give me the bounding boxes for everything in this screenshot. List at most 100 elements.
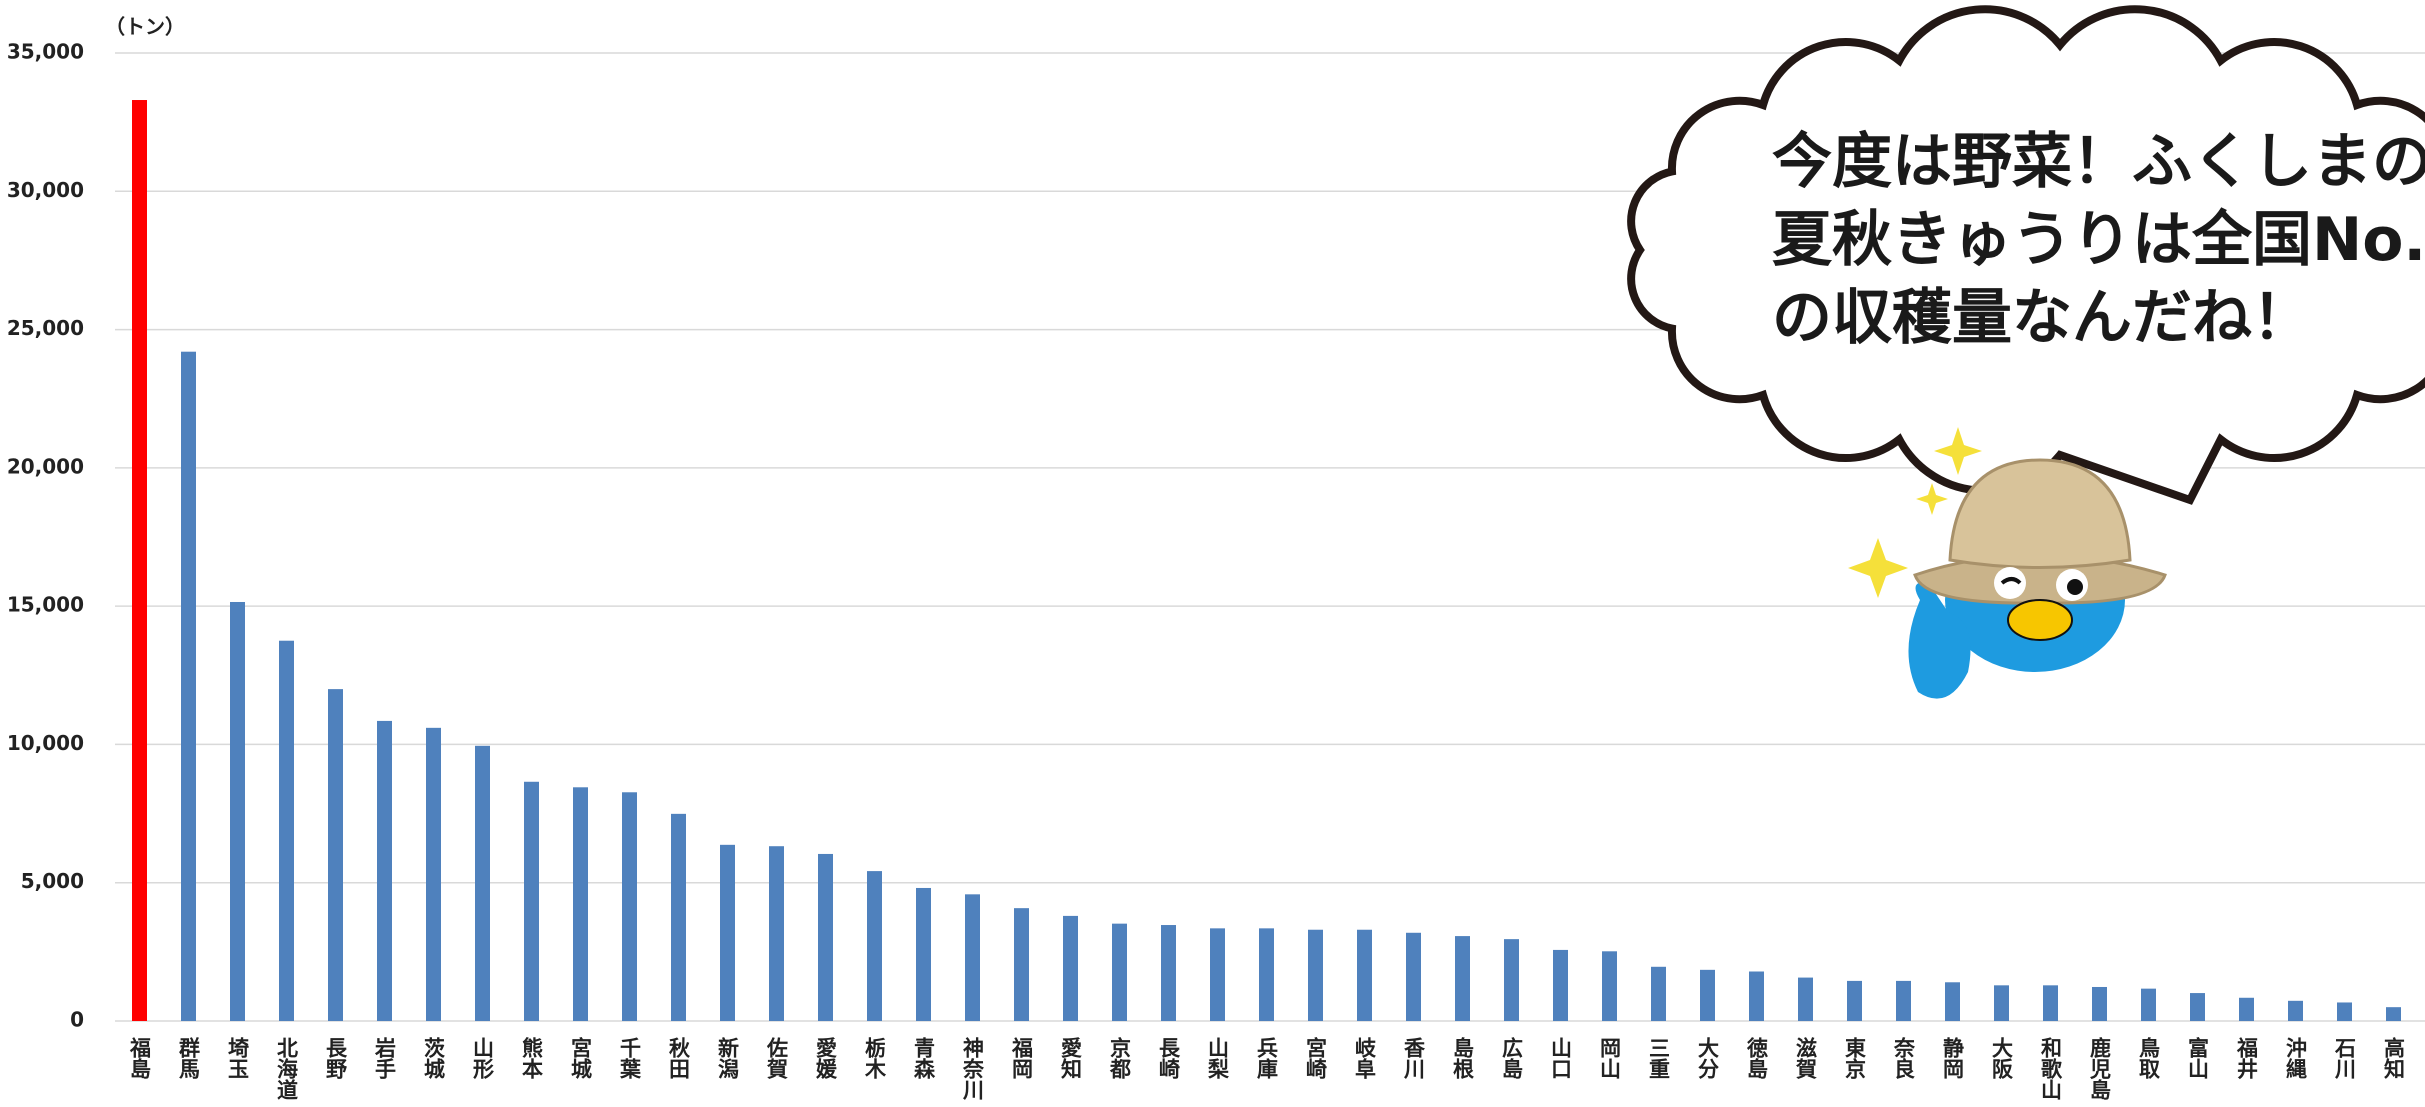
- bar: [426, 727, 441, 1021]
- y-tick-label: 30,000: [7, 178, 84, 202]
- wink: [2000, 577, 2022, 585]
- x-tick-label: 徳島: [1745, 1036, 1770, 1079]
- x-tick-label: 佐賀: [765, 1036, 790, 1080]
- x-tick-label: 千葉: [618, 1037, 643, 1080]
- bar: [1651, 966, 1666, 1021]
- y-tick-label: 35,000: [7, 40, 84, 64]
- beak: [2007, 599, 2073, 641]
- bar: [1798, 977, 1813, 1021]
- bar: [1357, 929, 1372, 1021]
- x-tick-label: 秋田: [667, 1037, 691, 1079]
- bar: [965, 894, 980, 1021]
- x-tick-label: 静岡: [1941, 1036, 1965, 1079]
- x-tick-label: 新潟: [716, 1036, 740, 1079]
- bar: [132, 100, 147, 1021]
- x-tick-label: 群馬: [177, 1036, 201, 1079]
- x-tick-label: 愛知: [1059, 1036, 1083, 1080]
- bar: [2239, 997, 2254, 1021]
- x-tick-label: 鳥取: [2137, 1036, 2161, 1080]
- bar: [2190, 993, 2205, 1021]
- bubble-outline: [1627, 5, 2425, 505]
- x-tick-label: 高知: [2382, 1036, 2406, 1080]
- x-tick-label: 香川: [1402, 1037, 1427, 1080]
- x-tick-label: 宮崎: [1304, 1036, 1328, 1079]
- x-tick-label: 富山: [2186, 1036, 2210, 1079]
- x-tick-label: 栃木: [863, 1036, 888, 1080]
- bar: [2141, 988, 2156, 1021]
- bar: [622, 792, 637, 1021]
- x-tick-label: 長野: [324, 1037, 348, 1079]
- bar: [1455, 936, 1470, 1021]
- bar: [230, 601, 245, 1021]
- x-tick-label: 愛媛: [814, 1036, 839, 1080]
- sparkle: [1916, 483, 1948, 515]
- x-tick-label: 岩手: [373, 1036, 398, 1079]
- bar: [1063, 915, 1078, 1021]
- x-tick-label: 兵庫: [1255, 1036, 1279, 1080]
- bar: [524, 781, 539, 1021]
- bar: [671, 813, 686, 1021]
- x-tick-label: 鹿児島: [2088, 1036, 2113, 1100]
- bar: [1210, 928, 1225, 1021]
- x-tick-label: 熊本: [520, 1036, 544, 1080]
- x-tick-label: 宮城: [569, 1036, 593, 1080]
- x-tick-label: 福島: [128, 1037, 153, 1079]
- bar: [1406, 932, 1421, 1021]
- bar: [818, 853, 833, 1021]
- speech-bubble: [1627, 5, 2425, 505]
- bar: [328, 689, 343, 1021]
- bar: [1847, 980, 1862, 1021]
- callout-line: 今度は野菜！ふくしまの: [1772, 127, 2425, 197]
- x-tick-label: 奈良: [1892, 1036, 1917, 1080]
- bar: [1896, 980, 1911, 1021]
- y-axis-label: （トン）: [105, 15, 185, 39]
- x-tick-label: 京都: [1108, 1036, 1133, 1080]
- y-tick-label: 10,000: [7, 731, 84, 755]
- x-tick-label: 山梨: [1206, 1037, 1230, 1079]
- bar: [573, 787, 588, 1021]
- callout-line: 夏秋きゅうりは全国No.: [1772, 205, 2425, 275]
- x-tick-label: 和歌山: [2039, 1037, 2063, 1100]
- bar: [1308, 929, 1323, 1021]
- bar: [2337, 1002, 2352, 1021]
- bar: [2043, 985, 2058, 1021]
- bar: [1161, 925, 1176, 1021]
- pupil: [2067, 579, 2083, 595]
- bar: [916, 887, 931, 1021]
- bar: [769, 846, 784, 1021]
- x-tick-label: 岡山: [1598, 1037, 1622, 1079]
- callout-line: の収穫量なんだね！: [1772, 283, 2312, 353]
- bar: [377, 720, 392, 1021]
- hat-crown: [1948, 458, 2132, 569]
- bar: [279, 640, 294, 1021]
- x-tick-label: 三重: [1647, 1037, 1671, 1079]
- bar: [1553, 949, 1568, 1021]
- x-tick-label: 東京: [1843, 1037, 1867, 1079]
- bar: [1945, 982, 1960, 1021]
- bar: [720, 844, 735, 1021]
- x-tick-label: 岐阜: [1353, 1036, 1377, 1080]
- mascot: [1848, 427, 2167, 699]
- x-tick-label: 滋賀: [1794, 1036, 1819, 1080]
- x-tick-label: 茨城: [422, 1036, 446, 1080]
- y-tick-label: 25,000: [7, 316, 84, 340]
- x-tick-label: 大分: [1696, 1037, 1720, 1080]
- bar: [1112, 923, 1127, 1021]
- x-tick-label: 広島: [1500, 1036, 1524, 1079]
- x-tick-label: 福岡: [1010, 1037, 1035, 1079]
- bar: [1994, 985, 2009, 1021]
- bar: [1504, 939, 1519, 1021]
- bar: [181, 351, 196, 1021]
- mascot-wing: [1908, 581, 1971, 699]
- x-tick-label: 北海道: [275, 1037, 299, 1100]
- y-tick-label: 5,000: [21, 869, 84, 893]
- x-tick-label: 長崎: [1157, 1037, 1181, 1079]
- x-tick-label: 青森: [912, 1037, 936, 1080]
- bar: [867, 871, 882, 1021]
- bar: [475, 745, 490, 1021]
- bar: [1602, 951, 1617, 1021]
- bar: [1014, 908, 1029, 1021]
- bar: [1749, 971, 1764, 1021]
